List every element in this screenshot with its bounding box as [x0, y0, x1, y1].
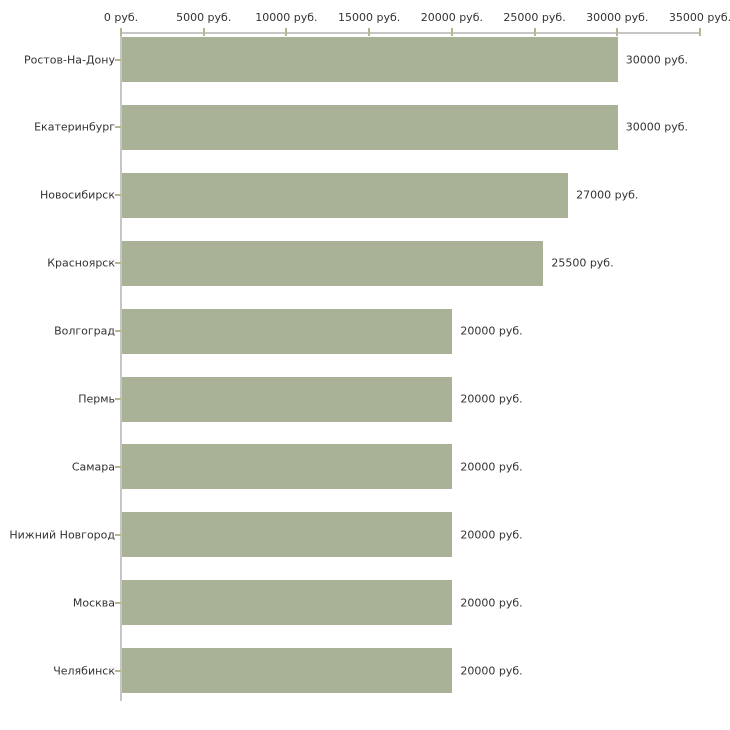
- x-axis-tick-label: 25000 руб.: [503, 11, 566, 24]
- value-label: 30000 руб.: [625, 53, 689, 66]
- category-label: Пермь: [78, 392, 115, 406]
- x-axis-tick: [120, 28, 122, 36]
- bar: [121, 648, 453, 694]
- bar: [121, 376, 453, 422]
- value-label: 20000 руб.: [460, 392, 523, 406]
- x-axis-tick-label: 35000 руб.: [668, 11, 730, 24]
- category-label: Челябинск: [53, 664, 115, 678]
- category-tick: [115, 533, 121, 536]
- x-axis-tick: [450, 28, 453, 36]
- category-label: Красноярск: [47, 256, 115, 270]
- x-axis-tick-label: 15000 руб.: [338, 11, 401, 24]
- x-axis-tick-label: 10000 руб.: [255, 11, 318, 24]
- x-axis-tick-label: 30000 руб.: [586, 11, 649, 24]
- category-tick: [115, 669, 121, 672]
- value-label: 20000 руб.: [460, 664, 523, 678]
- category-tick: [115, 126, 121, 129]
- y-axis-line: [120, 32, 122, 701]
- bar: [121, 512, 453, 558]
- category-tick: [115, 58, 121, 61]
- category-tick: [115, 601, 121, 604]
- bar: [121, 308, 453, 354]
- x-axis-tick-label: 5000 руб.: [176, 11, 232, 24]
- category-label: Новосибирск: [39, 188, 115, 202]
- value-label: 20000 руб.: [460, 460, 523, 474]
- category-tick: [115, 194, 121, 197]
- x-axis-tick: [533, 28, 536, 36]
- x-axis-tick-label: 20000 руб.: [420, 11, 483, 24]
- value-label: 20000 руб.: [460, 528, 523, 542]
- category-label: Москва: [72, 596, 115, 610]
- category-label: Самара: [71, 460, 115, 474]
- x-axis-tick: [202, 28, 205, 36]
- x-axis-tick-label: 0 руб.: [103, 11, 139, 24]
- bar: [121, 172, 569, 218]
- bar: [121, 444, 453, 490]
- category-tick: [115, 262, 121, 265]
- x-axis-line: [121, 32, 700, 34]
- bar: [121, 580, 453, 626]
- bar: [121, 240, 544, 286]
- value-label: 27000 руб.: [576, 188, 639, 202]
- category-tick: [115, 330, 121, 333]
- value-label: 30000 руб.: [625, 120, 689, 134]
- category-label: Нижний Новгород: [9, 528, 115, 542]
- category-tick: [115, 465, 121, 468]
- x-axis-tick: [285, 28, 288, 36]
- value-label: 20000 руб.: [460, 324, 523, 338]
- x-axis-tick: [616, 28, 619, 36]
- x-axis-tick: [699, 28, 701, 36]
- category-label: Екатеринбург: [34, 120, 115, 134]
- value-label: 20000 руб.: [460, 596, 523, 610]
- x-axis-tick: [368, 28, 371, 36]
- value-label: 25500 руб.: [551, 256, 614, 270]
- bar: [121, 104, 618, 150]
- category-label: Волгоград: [54, 324, 115, 338]
- category-label: Ростов-На-Дону: [23, 53, 115, 66]
- bar: [121, 37, 618, 82]
- category-tick: [115, 398, 121, 400]
